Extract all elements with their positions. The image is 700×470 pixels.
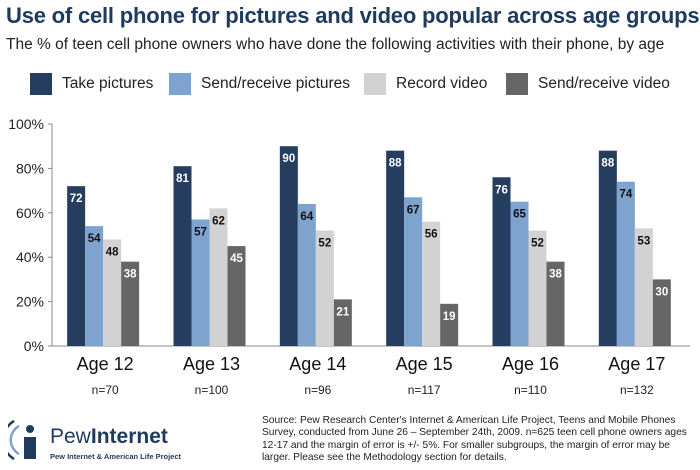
- data-label-age-14-send-receive-pictures: 64: [300, 211, 313, 223]
- data-label-age-14-take-pictures: 90: [282, 153, 295, 165]
- x-sample-size-label: n=117: [408, 383, 441, 397]
- legend: Take pictures Send/receive pictures Reco…: [0, 72, 700, 98]
- x-sample-size-label: n=100: [195, 383, 229, 397]
- bar-age-13-send-receive-video: [227, 246, 246, 346]
- legend-swatch-take-pictures: [30, 73, 52, 95]
- data-label-age-12-send-receive-video: 38: [124, 269, 137, 281]
- bar-age-17-take-pictures: [598, 150, 617, 346]
- bar-age-15-send-receive-pictures: [404, 197, 423, 346]
- bar-age-16-record-video: [528, 230, 547, 346]
- legend-swatch-send-receive-pictures: [169, 73, 191, 95]
- data-label-age-15-send-receive-video: 19: [443, 311, 456, 323]
- legend-swatch-send-receive-video: [506, 73, 528, 95]
- x-sample-size-label: n=110: [514, 383, 547, 397]
- bar-age-12-take-pictures: [67, 186, 86, 346]
- bar-age-17-send-receive-video: [652, 279, 671, 346]
- data-label-age-16-take-pictures: 76: [495, 184, 508, 196]
- data-label-age-15-send-receive-pictures: 67: [407, 204, 420, 216]
- data-label-age-12-record-video: 48: [106, 246, 119, 258]
- legend-label-record-video: Record video: [396, 75, 488, 92]
- bar-age-12-record-video: [103, 239, 122, 346]
- legend-label-take-pictures: Take pictures: [62, 75, 154, 92]
- bar-age-15-take-pictures: [386, 150, 405, 346]
- x-category-label: Age 13: [183, 354, 240, 374]
- x-sample-size-label: n=70: [92, 383, 119, 397]
- data-label-age-12-send-receive-pictures: 54: [88, 233, 101, 245]
- y-tick-label: 60%: [16, 205, 44, 221]
- data-label-age-17-send-receive-video: 30: [655, 286, 668, 298]
- y-tick-label: 100%: [8, 116, 44, 132]
- y-tick-label: 40%: [16, 249, 44, 265]
- data-label-age-15-take-pictures: 88: [389, 158, 402, 170]
- data-label-age-13-send-receive-video: 45: [230, 253, 243, 265]
- logo-wordmark: PewInternet: [50, 425, 168, 449]
- bar-age-16-take-pictures: [492, 177, 511, 346]
- y-tick-label: 20%: [16, 294, 44, 310]
- data-label-age-14-send-receive-video: 21: [336, 306, 349, 318]
- bar-age-16-send-receive-video: [546, 261, 565, 346]
- data-label-age-16-record-video: 52: [531, 238, 544, 250]
- x-category-label: Age 14: [289, 354, 346, 374]
- source-note: Source: Pew Research Center's Internet &…: [262, 415, 687, 464]
- data-label-age-13-record-video: 62: [212, 215, 225, 227]
- x-category-label: Age 15: [396, 354, 453, 374]
- legend-label-send-receive-pictures: Send/receive pictures: [201, 75, 351, 92]
- data-label-age-13-take-pictures: 81: [176, 173, 189, 185]
- bar-age-12-send-receive-video: [121, 261, 140, 346]
- legend-swatch-record-video: [364, 73, 386, 95]
- y-tick-label: 80%: [16, 160, 44, 176]
- pew-internet-logo: PewInternet Pew Internet & American Life…: [8, 415, 182, 465]
- bar-age-15-record-video: [422, 221, 441, 346]
- chart-title: Use of cell phone for pictures and video…: [6, 3, 700, 28]
- chart-subtitle: The % of teen cell phone owners who have…: [6, 36, 665, 53]
- data-label-age-16-send-receive-pictures: 65: [513, 209, 526, 221]
- bar-chart: 0% 20% 40% 60% 80% 100% 72 54 48 38 Age 12 n=70 81 57…: [8, 116, 690, 397]
- bar-age-13-record-video: [209, 208, 228, 346]
- logo-internet-text: Internet: [90, 425, 168, 448]
- data-label-age-17-record-video: 53: [637, 235, 650, 247]
- data-label-age-17-send-receive-pictures: 74: [619, 189, 632, 201]
- bar-age-17-send-receive-pictures: [616, 181, 635, 346]
- bar-age-13-take-pictures: [173, 166, 192, 346]
- bar-age-14-take-pictures: [279, 146, 298, 346]
- x-category-label: Age 17: [608, 354, 665, 374]
- data-label-age-16-send-receive-video: 38: [549, 269, 562, 281]
- data-label-age-15-record-video: 56: [425, 229, 438, 241]
- data-label-age-17-take-pictures: 88: [601, 158, 614, 170]
- bar-age-16-send-receive-pictures: [510, 201, 529, 346]
- y-tick-label: 0%: [24, 338, 44, 354]
- data-label-age-13-send-receive-pictures: 57: [194, 226, 207, 238]
- x-sample-size-label: n=132: [620, 383, 654, 397]
- data-label-age-14-record-video: 52: [318, 238, 331, 250]
- bar-age-13-send-receive-pictures: [191, 219, 210, 346]
- legend-label-send-receive-video: Send/receive video: [538, 75, 670, 92]
- bar-age-14-send-receive-pictures: [297, 203, 316, 346]
- x-category-label: Age 12: [77, 354, 134, 374]
- bar-age-15-send-receive-video: [440, 303, 459, 346]
- x-sample-size-label: n=96: [304, 383, 331, 397]
- logo-pew-text: Pew: [50, 425, 91, 448]
- data-label-age-12-take-pictures: 72: [70, 193, 83, 205]
- bar-age-14-record-video: [315, 230, 334, 346]
- bar-age-12-send-receive-pictures: [85, 226, 104, 346]
- logo-subtitle: Pew Internet & American Life Project: [50, 452, 182, 461]
- bar-age-14-send-receive-video: [333, 299, 352, 346]
- x-category-label: Age 16: [502, 354, 559, 374]
- pew-logo-icon: [8, 419, 36, 461]
- bar-age-17-record-video: [634, 228, 653, 346]
